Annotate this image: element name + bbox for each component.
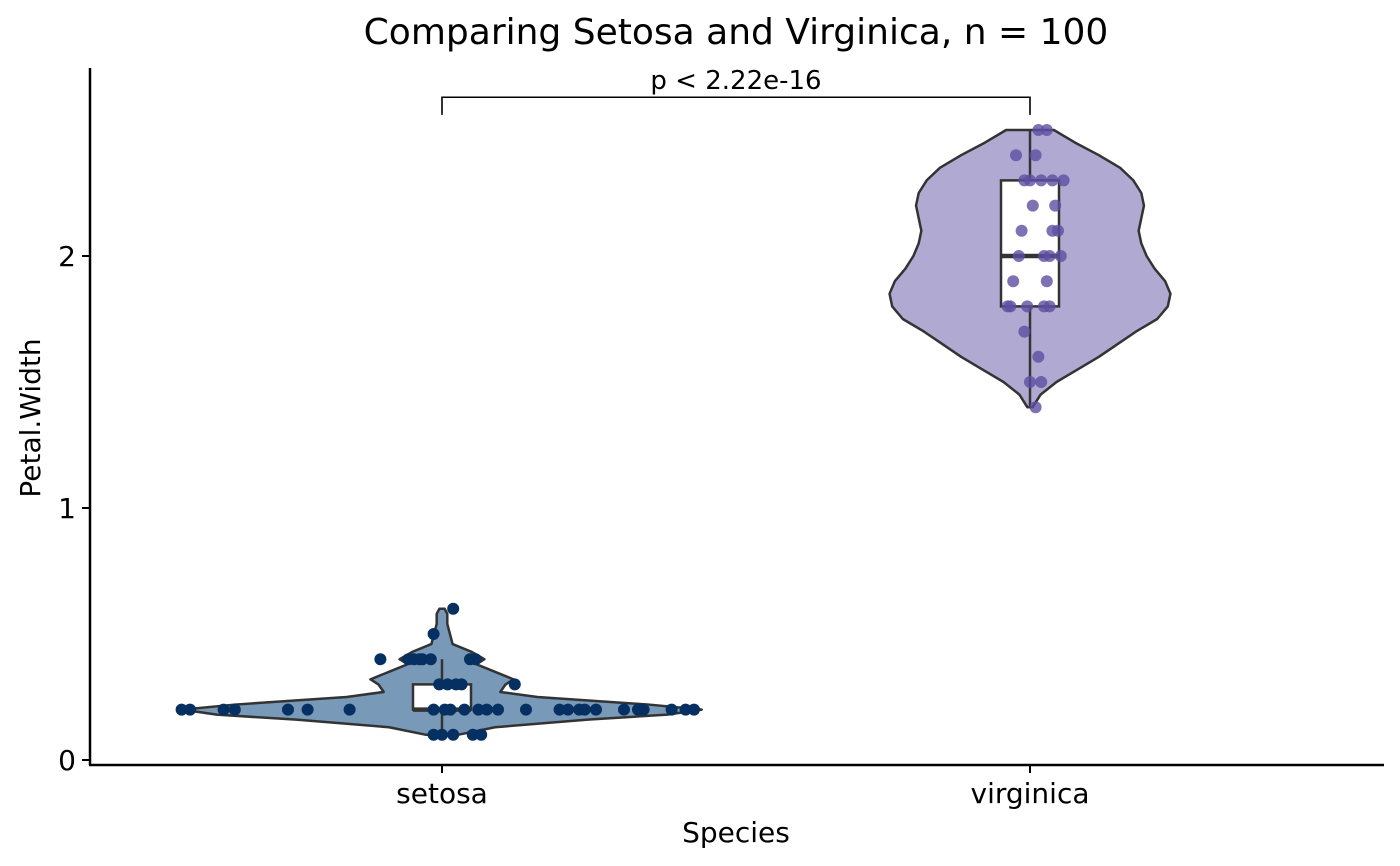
data-point-virginica xyxy=(1049,199,1062,212)
data-point-virginica xyxy=(1015,224,1028,237)
box-virginica xyxy=(999,179,1061,308)
y-tick-label: 0 xyxy=(58,744,76,777)
data-point-virginica xyxy=(1004,300,1017,313)
data-point-setosa xyxy=(472,703,485,716)
p-value-label: p < 2.22e-16 xyxy=(650,66,821,96)
data-point-setosa xyxy=(374,653,387,666)
data-point-setosa xyxy=(427,703,440,716)
data-point-setosa xyxy=(343,703,356,716)
plot-area: p < 2.22e-16 xyxy=(175,66,1172,741)
x-tick-label: virginica xyxy=(971,777,1090,810)
data-point-virginica xyxy=(1035,376,1048,388)
data-point-virginica xyxy=(1043,250,1056,262)
x-axis-title: Species xyxy=(682,816,790,849)
data-point-virginica xyxy=(1040,275,1053,288)
data-point-virginica xyxy=(1007,275,1020,288)
bracket-line xyxy=(441,96,1031,115)
data-point-setosa xyxy=(217,703,230,716)
data-point-setosa xyxy=(475,728,488,741)
data-point-setosa xyxy=(553,703,566,716)
data-point-virginica xyxy=(1035,174,1048,187)
data-point-setosa xyxy=(562,703,574,716)
data-point-setosa xyxy=(458,703,471,716)
data-point-setosa xyxy=(480,703,493,716)
data-point-setosa xyxy=(228,703,241,716)
y-axis-title: Petal.Width xyxy=(14,338,47,497)
data-point-setosa xyxy=(433,678,446,691)
data-point-setosa xyxy=(590,703,602,716)
data-point-setosa xyxy=(466,728,479,741)
data-point-setosa xyxy=(688,703,700,716)
data-point-setosa xyxy=(424,653,437,666)
data-point-virginica xyxy=(1026,199,1039,212)
x-tick-label: setosa xyxy=(396,777,488,810)
data-point-setosa xyxy=(679,703,692,716)
significance-bracket: p < 2.22e-16 xyxy=(441,66,1031,115)
data-point-virginica xyxy=(1024,376,1036,388)
data-point-setosa xyxy=(184,703,196,716)
data-point-setosa xyxy=(447,602,460,615)
data-point-virginica xyxy=(1032,124,1045,136)
data-point-setosa xyxy=(282,703,294,716)
data-point-setosa xyxy=(175,703,188,716)
data-point-setosa xyxy=(492,703,504,716)
data-point-virginica xyxy=(1012,250,1025,262)
chart-title: Comparing Setosa and Virginica, n = 100 xyxy=(364,12,1109,53)
data-point-virginica xyxy=(1010,149,1022,162)
y-tick-label: 2 xyxy=(58,240,76,273)
data-point-virginica xyxy=(1052,224,1064,237)
data-point-virginica xyxy=(1029,149,1042,162)
data-point-setosa xyxy=(441,678,454,691)
data-point-setosa xyxy=(469,653,482,666)
data-point-setosa xyxy=(416,653,429,666)
data-point-setosa xyxy=(665,703,678,716)
data-point-setosa xyxy=(427,728,440,741)
data-point-setosa xyxy=(618,703,630,716)
data-point-virginica xyxy=(1029,401,1042,414)
data-point-virginica xyxy=(1018,174,1031,187)
data-point-virginica xyxy=(1057,174,1070,187)
data-point-virginica xyxy=(1040,124,1053,136)
data-point-setosa xyxy=(455,678,468,691)
y-tick-label: 1 xyxy=(58,492,76,525)
series-virginica xyxy=(888,124,1172,414)
data-point-setosa xyxy=(637,703,650,716)
data-point-virginica xyxy=(1046,174,1059,187)
data-point-setosa xyxy=(520,703,532,716)
data-point-setosa xyxy=(427,628,440,640)
data-point-setosa xyxy=(578,703,591,716)
data-point-virginica xyxy=(1038,300,1050,313)
data-point-setosa xyxy=(444,703,457,716)
data-point-setosa xyxy=(301,703,314,716)
data-point-setosa xyxy=(508,678,521,691)
data-point-setosa xyxy=(447,728,460,741)
axes: 0 1 2 setosa virginica xyxy=(58,68,1384,810)
series-setosa xyxy=(175,602,703,741)
data-point-setosa xyxy=(436,728,448,741)
data-point-virginica xyxy=(1032,350,1045,363)
data-point-virginica xyxy=(1021,300,1034,313)
data-point-virginica xyxy=(1054,250,1067,262)
data-point-virginica xyxy=(1018,325,1031,338)
